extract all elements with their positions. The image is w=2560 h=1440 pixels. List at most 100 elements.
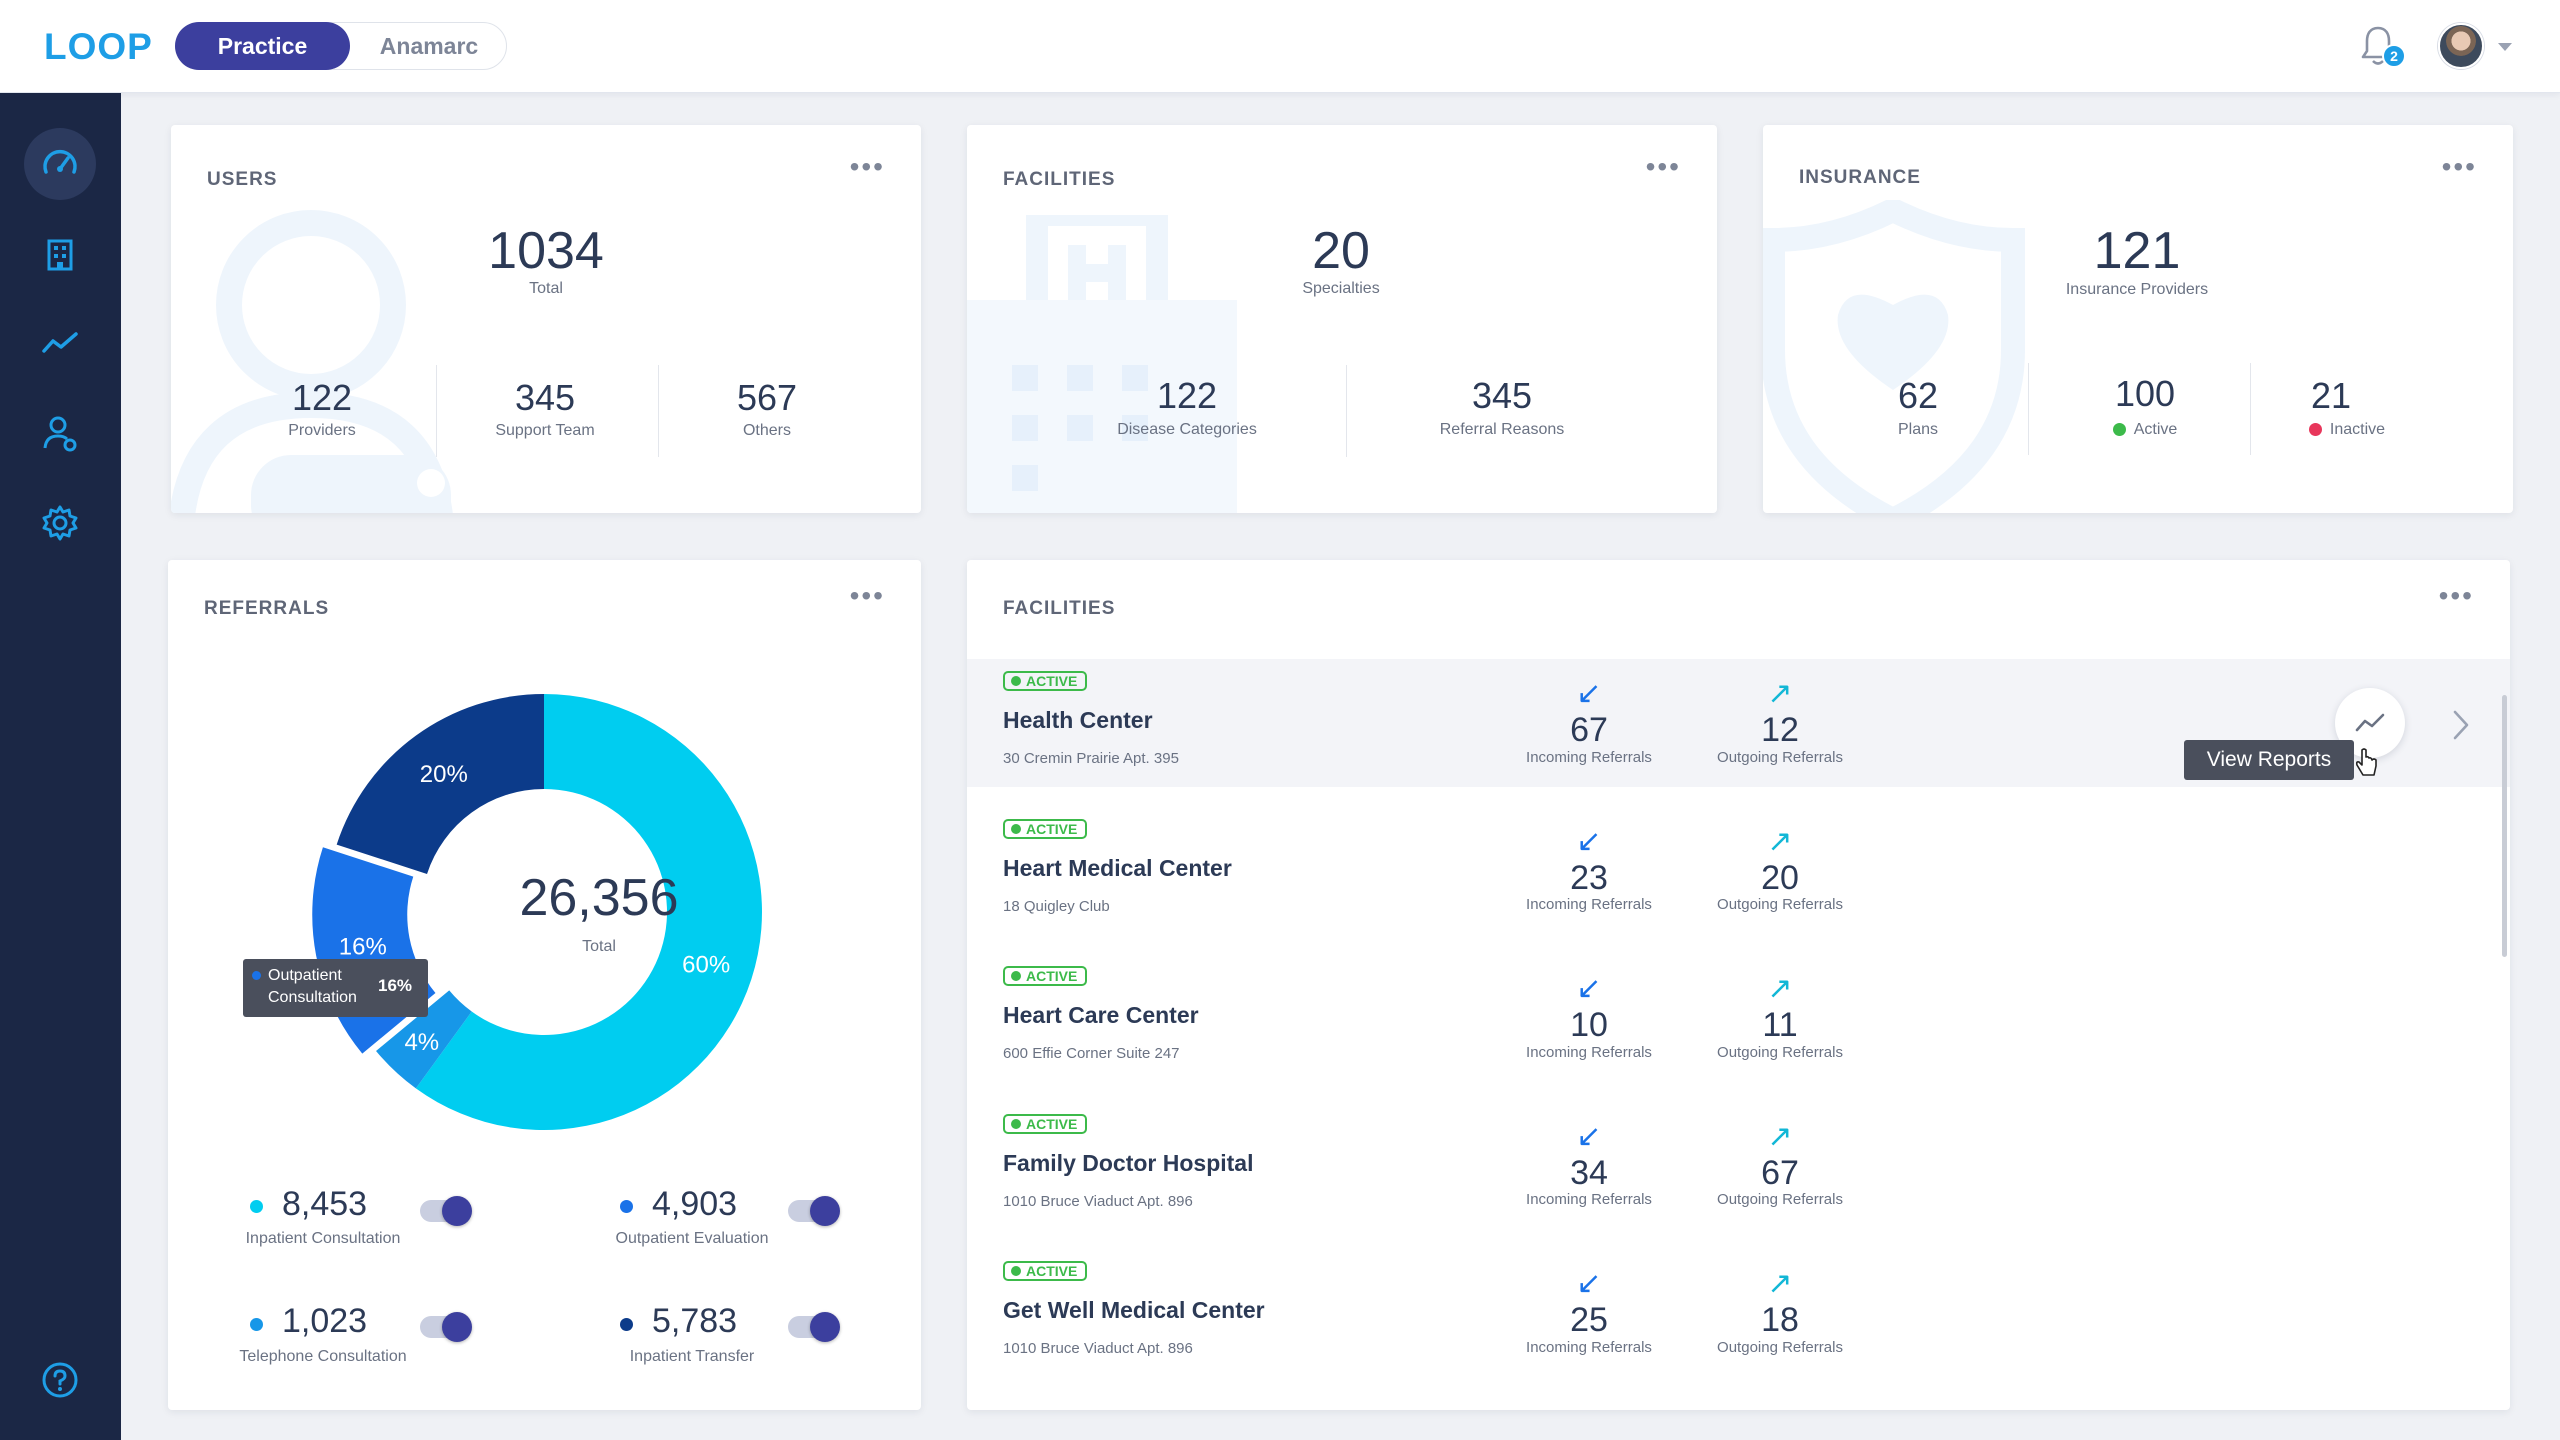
trend-line-icon[interactable] bbox=[24, 307, 96, 379]
facility-row[interactable]: ACTIVE Get Well Medical Center 1010 Bruce … bbox=[967, 1249, 2510, 1377]
legend-label-telephone-consultation: Telephone Consultation bbox=[239, 1348, 407, 1365]
user-avatar[interactable] bbox=[2438, 23, 2484, 69]
facility-row[interactable]: ACTIVE Heart Care Center 600 Effie Corner … bbox=[967, 954, 2510, 1082]
bell-icon[interactable] bbox=[2358, 24, 2398, 68]
outgoing-referrals: ↗ 20 Outgoing Referrals bbox=[1700, 824, 1860, 914]
inactive-dot bbox=[2308, 423, 2322, 437]
chevron-right-icon[interactable] bbox=[2449, 708, 2473, 742]
toggle-outpatient-evaluation[interactable] bbox=[788, 1196, 840, 1226]
gear-icon[interactable] bbox=[24, 487, 96, 559]
outgoing-referrals-count: 67 bbox=[1761, 1153, 1799, 1192]
arrow-down-left-icon: ↙ bbox=[1576, 824, 1602, 858]
incoming-referrals: ↙ 67 Incoming Referrals bbox=[1509, 679, 1669, 766]
legend-value-inpatient-transfer: 5,783 bbox=[652, 1302, 738, 1340]
tooltip-label-line2: Consultation bbox=[268, 989, 357, 1006]
shield-heart-watermark-icon bbox=[1763, 200, 2025, 513]
outgoing-referrals-count: 20 bbox=[1761, 858, 1799, 897]
divider bbox=[1346, 365, 1347, 457]
incoming-referrals: ↙ 34 Incoming Referrals bbox=[1509, 1119, 1669, 1209]
insurance-more-menu[interactable]: ••• bbox=[2441, 151, 2477, 182]
divider bbox=[2028, 363, 2029, 455]
referrals-more-menu[interactable]: ••• bbox=[849, 580, 885, 611]
insurance-title: INSURANCE bbox=[1799, 167, 1921, 188]
active-badge: ACTIVE bbox=[1003, 1113, 1088, 1134]
users-total: 1034 bbox=[488, 222, 604, 280]
arrow-down-left-icon: ↙ bbox=[1576, 1267, 1602, 1300]
users-more-menu[interactable]: ••• bbox=[849, 151, 885, 182]
facility-address: 18 Quigley Club bbox=[1003, 897, 1110, 915]
facilities-summary-more-menu[interactable]: ••• bbox=[1645, 151, 1681, 182]
help-icon[interactable] bbox=[24, 1344, 96, 1416]
referrals-card: REFERRALS ••• 60% 4% 16% 20% 26,356 Total O… bbox=[168, 560, 921, 1410]
outgoing-referrals: ↗ 67 Outgoing Referrals bbox=[1700, 1121, 1860, 1209]
incoming-referrals-label: Incoming Referrals bbox=[1526, 748, 1652, 766]
facilities-list-title: FACILITIES bbox=[1003, 598, 1116, 619]
support-team-count: 345 bbox=[514, 377, 576, 418]
referrals-title: REFERRALS bbox=[204, 598, 330, 619]
chevron-down-icon[interactable] bbox=[2498, 43, 2512, 51]
users-title: USERS bbox=[207, 169, 278, 190]
incoming-referrals-label: Incoming Referrals bbox=[1526, 1338, 1652, 1356]
facility-row[interactable]: ACTIVE Heart Medical Center 18 Quigley Clu… bbox=[967, 807, 2510, 935]
user-watermark-icon bbox=[171, 210, 453, 513]
active-badge: ACTIVE bbox=[1003, 1261, 1088, 1281]
arrow-down-left-icon: ↙ bbox=[1576, 1119, 1602, 1153]
tab-practice[interactable]: Practice bbox=[175, 22, 350, 70]
referral-reasons-count: 345 bbox=[1471, 375, 1533, 416]
users-total-label: Total bbox=[529, 280, 563, 297]
user-network-icon[interactable] bbox=[24, 397, 96, 469]
plans-count: 62 bbox=[1897, 375, 1939, 416]
insurance-providers-count: 121 bbox=[2093, 222, 2181, 280]
referrals-total: 26,356 bbox=[519, 869, 679, 927]
referrals-donut-chart: 60% 4% 16% 20% bbox=[312, 694, 762, 1130]
referrals-total-label: Total bbox=[582, 938, 616, 955]
outgoing-referrals-count: 18 bbox=[1761, 1301, 1799, 1339]
incoming-referrals-count: 34 bbox=[1570, 1153, 1608, 1192]
sidebar bbox=[0, 93, 121, 1440]
facilities-list-more-menu[interactable]: ••• bbox=[2438, 580, 2474, 611]
inactive-label: Inactive bbox=[2329, 421, 2386, 438]
facilities-summary-card: FACILITIES ••• 20 Specialties 122 Diseas… bbox=[967, 125, 1717, 513]
active-label: Active bbox=[2133, 421, 2178, 438]
toggle-inpatient-consultation[interactable] bbox=[420, 1196, 472, 1226]
dashboard-gauge-icon[interactable] bbox=[24, 128, 96, 200]
donut-slice-inpatient-consultation[interactable] bbox=[415, 694, 762, 1130]
toggle-knob bbox=[810, 1312, 840, 1342]
outgoing-referrals-label: Outgoing Referrals bbox=[1717, 896, 1843, 914]
active-dot bbox=[2112, 423, 2126, 437]
outgoing-referrals-label: Outgoing Referrals bbox=[1717, 1191, 1843, 1209]
facility-name: Family Doctor Hospital bbox=[1003, 1149, 1254, 1176]
legend-value-telephone-consultation: 1,023 bbox=[282, 1302, 368, 1340]
specialties-count: 20 bbox=[1312, 222, 1370, 280]
inactive-status: Inactive bbox=[2247, 421, 2447, 439]
facilities-summary-title: FACILITIES bbox=[1003, 169, 1116, 190]
facility-row[interactable]: ACTIVE Family Doctor Hospital 1010 Bruce V… bbox=[967, 1102, 2510, 1230]
incoming-referrals: ↙ 10 Incoming Referrals bbox=[1509, 974, 1669, 1061]
incoming-referrals-label: Incoming Referrals bbox=[1526, 1191, 1652, 1209]
arrow-up-right-icon: ↗ bbox=[1767, 677, 1793, 710]
legend-label-inpatient-consultation: Inpatient Consultation bbox=[245, 1230, 401, 1247]
donut-slice-inpatient-transfer[interactable] bbox=[336, 694, 544, 874]
donut-slice-label: 16% bbox=[339, 934, 387, 961]
others-count: 567 bbox=[736, 377, 798, 418]
donut-slice-telephone-consultation[interactable] bbox=[376, 990, 472, 1089]
context-switcher: Practice Anamarc bbox=[175, 22, 507, 70]
facilities-scrollbar[interactable] bbox=[2502, 695, 2507, 957]
providers-label: Providers bbox=[288, 422, 356, 439]
plans-label: Plans bbox=[1897, 421, 1939, 438]
loop-logo[interactable]: LOOP bbox=[44, 26, 153, 67]
tooltip-label-line1: Outpatient bbox=[268, 967, 342, 984]
active-badge: ACTIVE bbox=[1003, 818, 1088, 839]
toggle-telephone-consultation[interactable] bbox=[420, 1312, 472, 1342]
tab-anamarc[interactable]: Anamarc bbox=[379, 32, 479, 59]
facility-address: 1010 Bruce Viaduct Apt. 896 bbox=[1003, 1340, 1193, 1357]
building-icon[interactable] bbox=[24, 218, 96, 290]
legend-value-outpatient-evaluation: 4,903 bbox=[652, 1185, 738, 1223]
toggle-inpatient-transfer[interactable] bbox=[788, 1312, 840, 1342]
active-badge: ACTIVE bbox=[1003, 966, 1088, 986]
insurance-card: INSURANCE ••• 121 Insurance Providers 62… bbox=[1763, 125, 2513, 513]
outgoing-referrals: ↗ 11 Outgoing Referrals bbox=[1700, 974, 1860, 1061]
arrow-down-left-icon: ↙ bbox=[1576, 972, 1602, 1005]
others-label: Others bbox=[742, 422, 791, 439]
arrow-up-right-icon: ↗ bbox=[1767, 824, 1793, 858]
